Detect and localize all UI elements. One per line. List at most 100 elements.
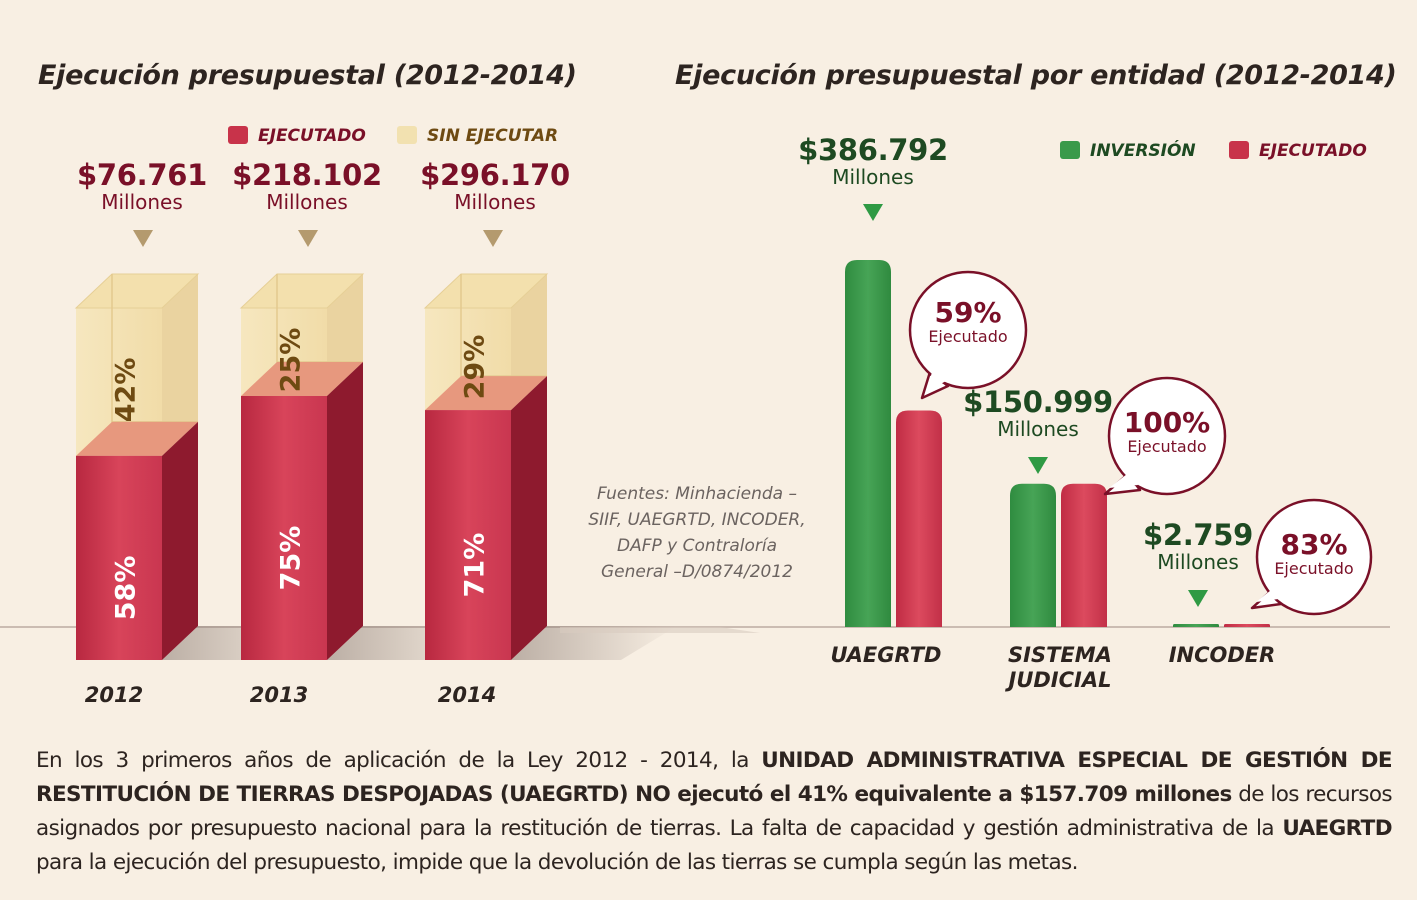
- bar-label-sin-ejecutar-2012: 42%: [111, 358, 142, 423]
- paragraph-bold-2: UAEGRTD: [1282, 816, 1392, 841]
- bubble-shape-sistema-judicial: [1107, 376, 1227, 496]
- bar-inversion-uaegrtd: [845, 260, 891, 627]
- marker-2014: [483, 230, 503, 247]
- marker-uaegrtd: [863, 204, 883, 221]
- paragraph-text-2: de los recursos asignados por presupuest…: [36, 782, 1393, 841]
- summary-paragraph: En los 3 primeros años de aplicación de …: [36, 744, 1393, 880]
- bar-ejecutado-side-2014: [511, 376, 547, 660]
- bar-ejecutado-front-2012: [76, 455, 162, 660]
- bar-ejecutado-uaegrtd: [896, 410, 942, 627]
- left-chart-title: Ejecución presupuestal (2012-2014): [38, 60, 577, 91]
- bubble-incoder: 83% Ejecutado: [1256, 528, 1372, 578]
- markers: [133, 204, 1208, 607]
- bubble-sistema-judicial: 100% Ejecutado: [1109, 406, 1225, 456]
- sources-line-1: Fuentes: Minhacienda –: [597, 484, 797, 504]
- bubble-uaegrtd: 59% Ejecutado: [910, 296, 1026, 346]
- bubbles: [908, 270, 1373, 616]
- category-label-incoder: INCODER: [1152, 643, 1292, 668]
- category-sistema-line-1: SISTEMA: [1008, 643, 1112, 667]
- year-label-2014: 2014: [437, 683, 497, 707]
- bar-ejecutado-top-2014: [425, 376, 547, 411]
- bar-label-sin-ejecutar-2013: 25%: [276, 328, 307, 393]
- sources-line-3: DAFP y Contraloría: [617, 536, 777, 556]
- right-chart-title: Ejecución presupuestal por entidad (2012…: [675, 60, 1397, 91]
- legend-swatch-ejecutado: [228, 126, 248, 144]
- amount-uaegrtd: $386.792 Millones: [793, 133, 953, 189]
- legend-ejecutado: EJECUTADO: [228, 126, 366, 146]
- bar-top-cap-2013: [239, 273, 365, 309]
- bar-label-ejecutado-2013: 75%: [276, 526, 307, 591]
- total-unit-2012: Millones: [101, 190, 183, 214]
- marker-incoder: [1188, 590, 1208, 607]
- total-unit-2014: Millones: [454, 190, 536, 214]
- year-label-2013: 2013: [249, 683, 309, 707]
- paragraph-text-1: En los 3 primeros años de aplicación de …: [36, 748, 762, 773]
- bar-label-sin-ejecutar-2014: 29%: [460, 335, 491, 400]
- bubble-shape-incoder: [1255, 498, 1373, 616]
- category-incoder-line-1: INCODER: [1168, 643, 1276, 667]
- bubble-pct-sistema-judicial: 100%: [1123, 406, 1211, 439]
- amount-unit-incoder: Millones: [1157, 550, 1239, 574]
- legend-swatch-ejecutado-entidad: [1229, 141, 1249, 159]
- legend-label-ejecutado-entidad: EJECUTADO: [1259, 141, 1367, 161]
- legend-ejecutado-entidad: EJECUTADO: [1229, 141, 1367, 161]
- amount-sistema-judicial: $150.999 Millones: [958, 385, 1118, 441]
- paragraph-text-3: para la ejecución del presupuesto, impid…: [36, 850, 1078, 875]
- bubble-shape-uaegrtd-join: [926, 369, 946, 392]
- bar-ejecutado-sistema-judicial: [1061, 483, 1107, 627]
- bar-ejecutado-side-2012: [162, 421, 198, 660]
- bar-ejecutado-incoder: [1224, 624, 1270, 627]
- total-value-2013: $218.102: [232, 158, 382, 192]
- bar-ejecutado-front-2013: [241, 396, 327, 660]
- amount-unit-uaegrtd: Millones: [832, 165, 914, 189]
- amount-value-sistema-judicial: $150.999: [963, 385, 1113, 419]
- amount-value-incoder: $2.759: [1142, 518, 1254, 552]
- bar-label-ejecutado-2012: 58%: [111, 556, 142, 621]
- legend-inversion: INVERSIÓN: [1060, 141, 1196, 161]
- bar-ejecutado-top-2013: [241, 362, 363, 396]
- legend-swatch-sin-ejecutar: [397, 126, 417, 144]
- total-value-2014: $296.170: [420, 158, 570, 192]
- left-bars: 58% 42% 75% 25% 71% 29%: [74, 273, 760, 660]
- total-2014: $296.170 Millones: [420, 158, 570, 214]
- category-label-sistema-judicial: SISTEMA JUDICIAL: [990, 643, 1130, 693]
- bubble-label-incoder: Ejecutado: [1274, 559, 1354, 578]
- bar-inversion-sistema-judicial: [1010, 483, 1056, 627]
- legend-label-ejecutado: EJECUTADO: [258, 126, 366, 146]
- marker-2013: [298, 230, 318, 247]
- marker-sistema-judicial: [1028, 457, 1048, 474]
- bar-ejecutado-top-2012: [76, 421, 198, 456]
- floor-shadow: [560, 627, 760, 633]
- bar-top-cap-2014: [423, 273, 549, 309]
- total-2013: $218.102 Millones: [232, 158, 382, 214]
- legend-sin-ejecutar: SIN EJECUTAR: [397, 126, 558, 146]
- bar-sin-ejecutar-side-2012: [162, 274, 198, 456]
- bubble-pct-incoder: 83%: [1280, 528, 1348, 561]
- total-2012: $76.761 Millones: [72, 158, 212, 214]
- year-label-2012: 2012: [84, 683, 144, 707]
- bubble-pct-uaegrtd: 59%: [934, 296, 1002, 329]
- bar-top-cap-2012: [74, 273, 200, 309]
- right-bars: [845, 260, 1270, 627]
- bar-label-ejecutado-2014: 71%: [460, 533, 491, 598]
- category-label-uaegrtd: UAEGRTD: [816, 643, 956, 668]
- sources-line-4: General –D/0874/2012: [601, 562, 793, 582]
- amount-incoder: $2.759 Millones: [1128, 518, 1268, 574]
- bubble-label-uaegrtd: Ejecutado: [928, 327, 1008, 346]
- bubble-shape-sistema-judicial-join: [1109, 471, 1138, 488]
- legend-label-sin-ejecutar: SIN EJECUTAR: [427, 126, 559, 146]
- bubble-label-sistema-judicial: Ejecutado: [1127, 437, 1207, 456]
- total-value-2012: $76.761: [77, 158, 207, 192]
- legend-label-inversion: INVERSIÓN: [1090, 141, 1196, 161]
- bar-ejecutado-front-2014: [425, 410, 511, 660]
- bar-shadow-2014: [511, 626, 677, 660]
- sources-line-2: SIIF, UAEGRTD, INCODER,: [588, 510, 806, 530]
- amount-unit-sistema-judicial: Millones: [997, 417, 1079, 441]
- paragraph-bold-1: UNIDAD ADMINISTRATIVA ESPECIAL DE GESTIÓ…: [36, 748, 1393, 807]
- category-uaegrtd-line-1: UAEGRTD: [830, 643, 942, 667]
- category-sistema-line-2: JUDICIAL: [1008, 668, 1112, 692]
- bar-ejecutado-side-2013: [327, 362, 363, 660]
- bar-inversion-incoder: [1173, 624, 1219, 627]
- bubble-shape-incoder-join: [1256, 587, 1286, 602]
